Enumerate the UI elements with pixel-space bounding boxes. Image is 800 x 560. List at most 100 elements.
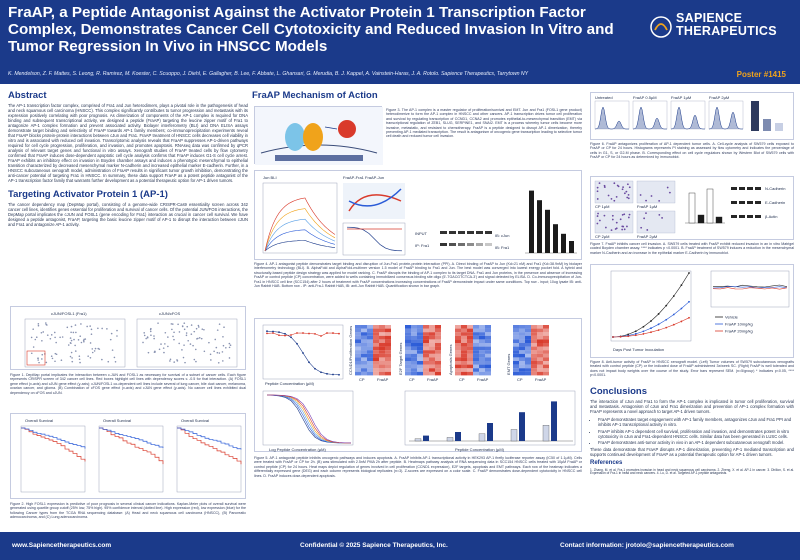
scatter-a-point [32,346,35,348]
scatter-a-point [80,323,82,325]
invaded-cell [628,213,631,216]
heatmap-cell [485,343,491,347]
heatmap-cell [537,328,543,333]
legend-label: FraAP 20mg/kg [725,329,753,334]
scatter-b-point [213,350,215,353]
heatmap-cell [537,325,543,329]
heatmap-cell [461,361,467,365]
scatter-a-point [70,331,72,334]
scatter-a-point [37,324,40,327]
sapience-logo: SAPIENCE THERAPEUTICS [650,11,796,60]
figure-7-caption: Figure 7. FraAP inhibits cancer cell inv… [590,242,794,255]
conclusion-point: FraAP demonstrates target engagement wit… [598,417,794,427]
heatmap-cell [461,371,467,376]
elisa-curve [346,226,403,252]
heatmap-cell [361,339,367,343]
scatter-b-point [167,345,169,348]
scatter-a-point [41,339,43,342]
heatmap-cell [417,371,423,376]
invaded-cell [621,225,624,228]
heatmap-cell [513,346,519,351]
km-low-curve [99,427,164,448]
heatmap-cell [435,328,441,333]
heatmap-cell [485,368,491,372]
heatmap-cell [423,350,429,354]
heatmap-cell [455,339,461,343]
scatter-a-point [97,327,99,330]
scatter-b-point [158,348,161,351]
footer-website[interactable]: www.Sapiencetherapeutics.com [12,542,112,549]
heatmap-cell [519,332,525,336]
luciferase-curve [266,332,340,337]
scatter-a-point [40,331,43,334]
western-blot-band [747,187,753,190]
western-blot-band [731,215,737,218]
heatmap-cell [537,350,543,354]
viability-curve [266,394,352,444]
scatter-b-point [169,358,172,361]
fig8-xlabel: Days Post Tumor Inoculation [613,347,664,352]
invasion-condition-label: FraAP 2µM [637,234,657,239]
heatmap-label: CCND1/Proliferation Genes [348,326,353,375]
scatter-b-point [228,342,231,345]
scatter-a-point [78,358,81,361]
heatmap-cell [411,368,417,372]
invaded-cell [626,196,629,199]
invaded-cell [621,228,624,231]
scatter-a-point [50,355,53,358]
heatmap-cell [411,350,417,354]
heatmap-cell [485,371,491,376]
heatmap-cell [379,353,385,358]
heatmap-cell [411,353,417,358]
footer-contact[interactable]: Contact information: jrotolo@sapiencethe… [560,542,734,549]
heatmap-cell [461,357,467,361]
scatter-a-point [42,331,45,333]
heatmap-cell [361,350,367,354]
invaded-cell [611,214,614,217]
heatmap-cell [485,357,491,361]
heatmap-cell [513,368,519,372]
bli-curve [264,240,336,252]
scatter-b-point [186,325,189,328]
scatter-a-point [32,328,34,330]
scatter-b-point [214,338,217,341]
heatmap-cell [461,368,467,372]
invaded-cell [668,191,671,194]
scatter-a-point [72,331,75,334]
scatter-b-point [167,336,169,338]
heatmap-cell [405,328,411,333]
fig1-panel-a-label: cJUN/FOSL1 (Fra1) [51,311,87,316]
scatter-a-point [107,360,110,363]
invaded-cell [623,192,626,195]
scatter-b-point [225,346,227,349]
heatmap-cell [355,343,361,347]
scatter-a-point [30,352,33,355]
invaded-cell [596,190,599,193]
scatter-a-point [45,322,47,324]
heatmap-cell [531,371,537,376]
invaded-cell [607,194,610,197]
invaded-cell [615,221,618,224]
apoptosis-bar-fraap [487,423,493,441]
heatmap-cell [513,371,519,376]
tumor-volume-curve [612,272,690,338]
viability-curve [266,394,351,444]
invaded-cell [596,215,599,217]
tumor-volume-curve [612,301,690,338]
invaded-cell [604,226,607,229]
heatmap-cell [373,353,379,358]
scatter-a-point [30,336,33,339]
heatmap-cell [379,357,385,361]
heatmap-cell [373,328,379,333]
km-low-curve [21,427,86,449]
heatmap-cell [429,350,435,354]
heatmap-cell [455,335,461,340]
invaded-cell [597,212,599,215]
logo-text-line1: SAPIENCE [676,11,743,25]
invaded-cell [615,195,618,198]
invaded-cell [621,213,624,216]
heatmap-cell [435,353,441,358]
heatmap-cell [513,361,519,365]
heatmap-column-label: FraAP [477,377,489,382]
heatmap-cell [423,325,429,329]
